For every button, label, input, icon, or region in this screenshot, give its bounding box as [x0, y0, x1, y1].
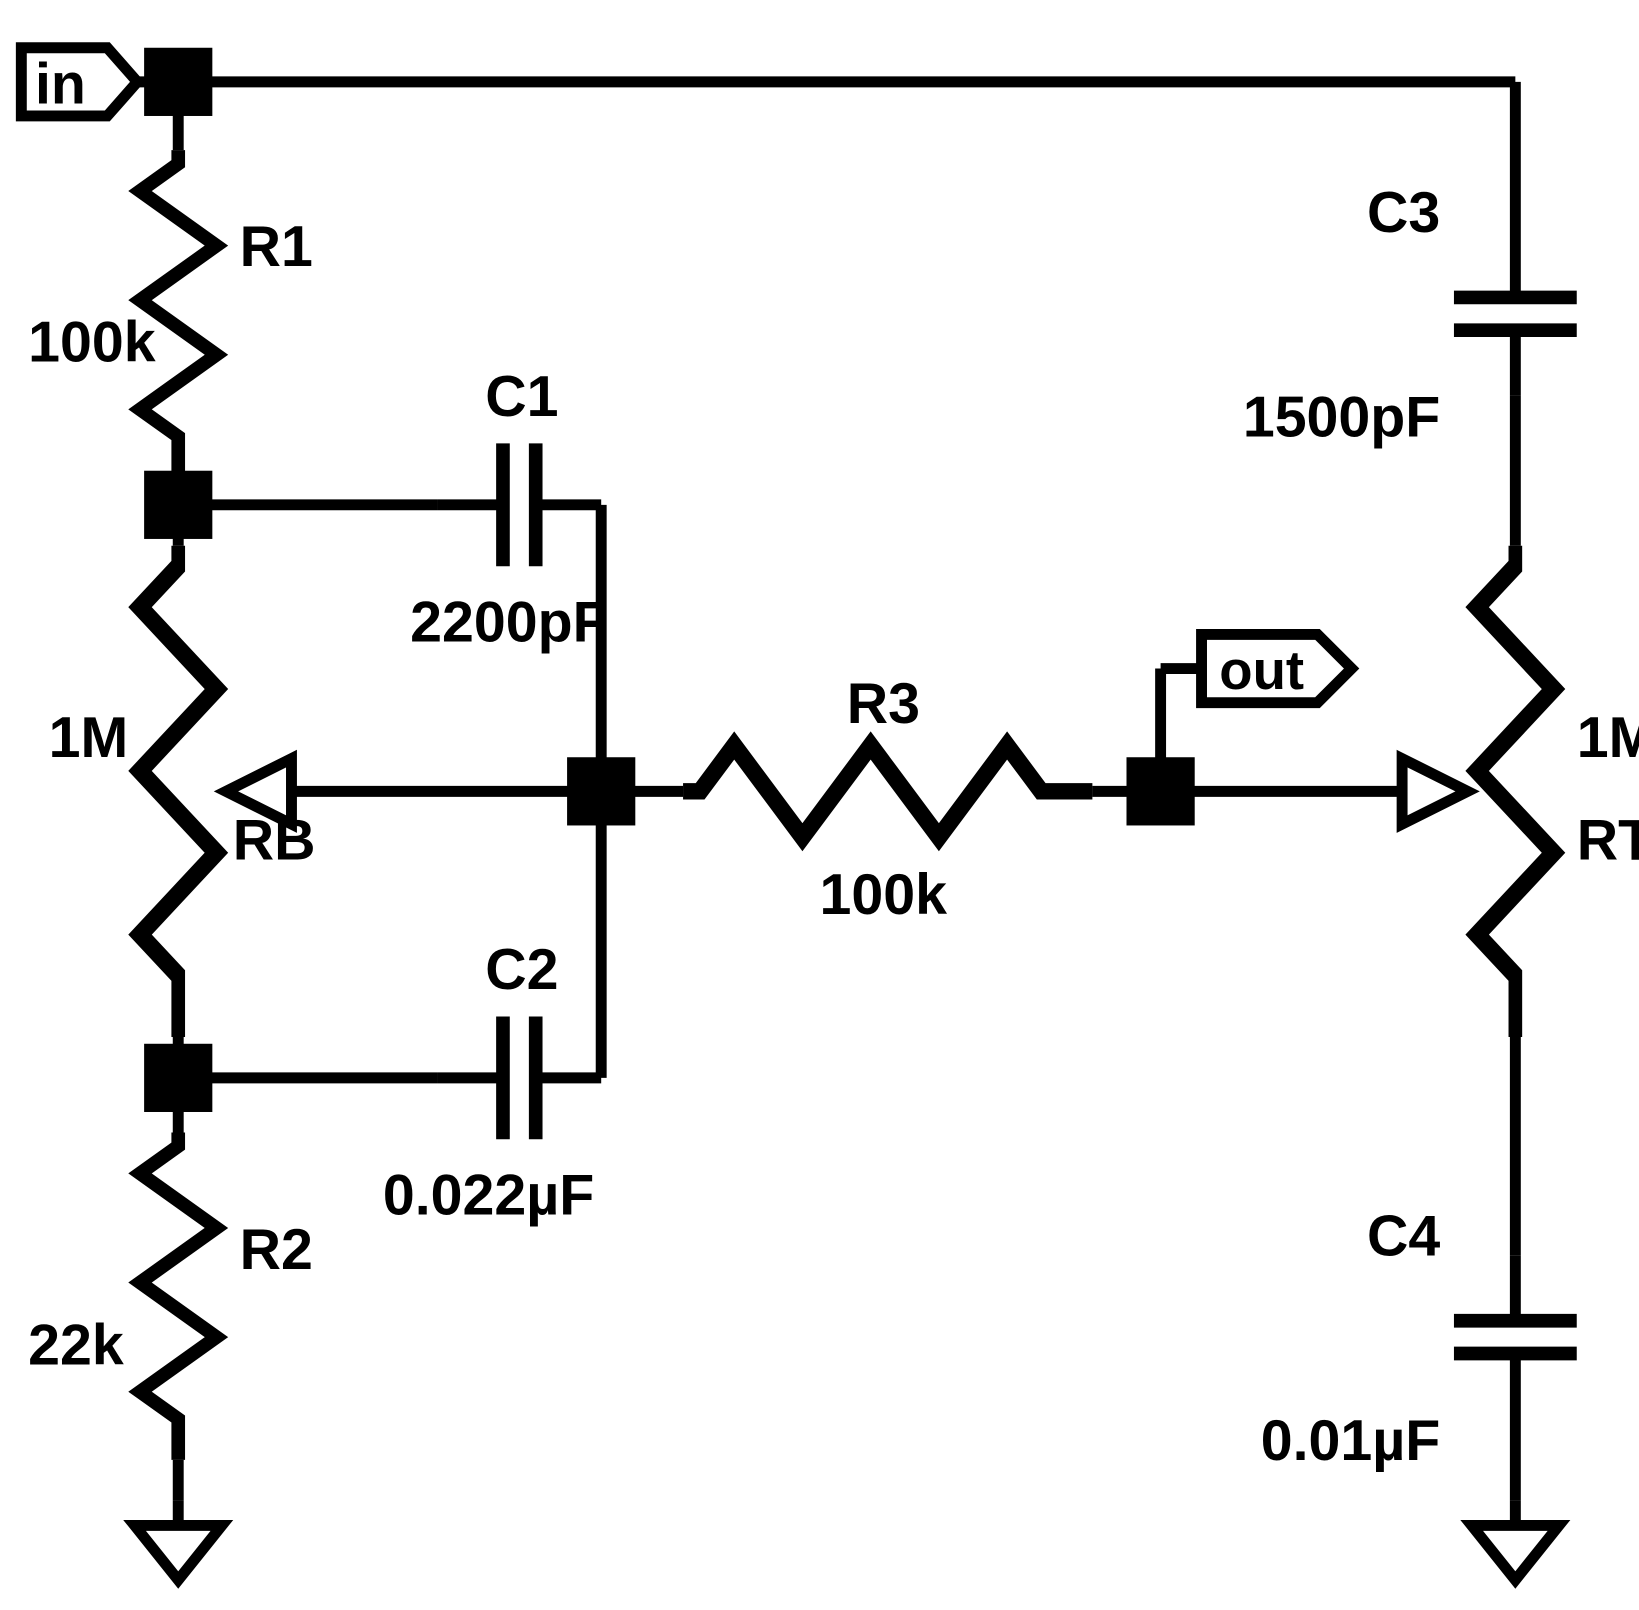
component-rt	[1477, 546, 1553, 1037]
component-c2	[437, 1016, 601, 1139]
port-out: out	[1202, 634, 1352, 702]
label-c2-value: 0.022µF	[383, 1163, 594, 1227]
component-c1	[437, 443, 601, 566]
label-c2-name: C2	[485, 938, 558, 1002]
label-c3-value: 1500pF	[1243, 386, 1440, 450]
label-c4-name: C4	[1367, 1204, 1440, 1268]
component-rb	[140, 546, 216, 1037]
port-in-label: in	[35, 53, 86, 117]
label-r2-name: R2	[240, 1218, 313, 1282]
label-rb-name: RB	[233, 809, 316, 873]
label-rb-value: 1M	[49, 706, 129, 770]
label-rt-name: RT	[1577, 809, 1639, 873]
label-c1-name: C1	[485, 365, 558, 429]
component-c3	[1454, 232, 1577, 396]
label-rt-value: 1M	[1577, 706, 1639, 770]
label-r2-value: 22k	[28, 1313, 124, 1377]
label-c3-name: C3	[1367, 181, 1440, 245]
label-r1-name: R1	[240, 215, 313, 279]
component-r2	[140, 1132, 216, 1459]
label-c1-value: 2200pF	[410, 590, 607, 654]
port-out-label: out	[1219, 640, 1304, 701]
label-r1-value: 100k	[28, 311, 156, 375]
label-c4-value: 0.01µF	[1261, 1409, 1441, 1473]
circuit-schematic: in R1 100k C1 2200pF 1M RB C2 0.022µF	[0, 0, 1639, 1610]
wiper-rt	[1402, 759, 1467, 824]
ground-left	[135, 1501, 222, 1580]
component-c4	[1454, 1255, 1577, 1419]
label-r3-name: R3	[847, 672, 920, 736]
label-r3-value: 100k	[820, 863, 948, 927]
component-r3	[683, 746, 1092, 838]
port-in: in	[21, 48, 137, 117]
ground-right	[1472, 1501, 1559, 1580]
